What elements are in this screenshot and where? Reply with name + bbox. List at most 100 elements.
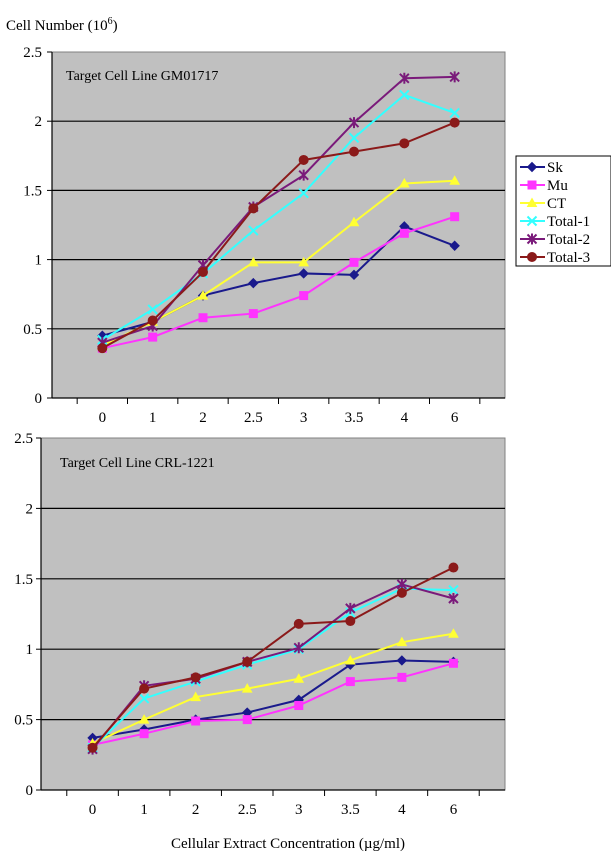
point-top-total-1-3 [248,225,259,236]
series-top-total-2 [97,71,460,349]
point-bot-total-3-4 [293,618,304,629]
y-tick-label-top-1: 1 [35,253,43,269]
point-top-total-2-7 [449,71,460,83]
point-bot-total-3-0 [87,742,98,753]
y-tick-label-bot-0-5: 0.5 [14,713,33,729]
series-top-total-3 [97,117,460,354]
legend-item-ct: CT [520,196,566,212]
point-top-total-3-6 [399,138,410,149]
legend-item-total-2: Total-2 [520,232,590,248]
point-bot-total-2-5 [345,602,356,614]
axes-bottom: 0 0.5 1 1.5 2 2.5 0 1 2 2.5 3 3.5 4 6 [14,431,505,818]
point-top-sk-5 [348,269,360,281]
point-top-total-3-0 [97,343,108,354]
legend-item-total-3: Total-3 [520,250,590,266]
point-top-total-2-6 [399,72,410,84]
series-line-top-total-3 [101,121,456,350]
legend-marker-total-1 [526,215,538,227]
x-tick-label-bot-4: 4 [398,802,406,818]
x-tick-label-bot-3-5: 3.5 [341,802,360,818]
legend-label-mu: Mu [547,178,568,194]
series-line-top-total-2 [102,75,455,344]
point-bot-mu-7 [448,658,458,668]
x-tick-label-bot-1: 1 [140,802,148,818]
series-line-top-total-1 [101,93,456,341]
series-line-top-ct [101,179,455,347]
point-bot-mu-3 [242,715,252,725]
series-line-bot-ct [92,632,454,745]
point-top-total-3-5 [349,146,359,157]
y-tick-label-bot-2: 2 [26,501,34,517]
chart-crl1221: 0 0.5 1 1.5 2 2.5 0 1 2 2.5 3 3.5 4 6 Target Cell Lin… [14,431,506,818]
series-line-bot-total-3 [91,566,454,749]
point-top-total-1-7 [449,107,460,119]
gridlines-bottom [41,507,505,721]
point-top-total-1-6 [399,89,410,101]
point-top-total-3-1 [147,315,158,326]
x-tick-label-top-0: 0 [99,410,107,426]
point-bot-mu-2 [191,716,201,726]
point-bot-ct-6 [396,636,408,647]
x-axis-label: Cellular Extract Concentration (µg/ml) [171,836,405,852]
point-top-ct-6 [398,177,410,188]
point-top-sk-4 [298,268,309,279]
y-tick-label-bot-1: 1 [26,642,34,658]
point-top-total-3-2 [198,267,208,278]
x-tick-label-bot-3: 3 [295,802,303,818]
x-tick-label-top-1: 1 [149,410,157,426]
y-tick-label-bot-1-5: 1.5 [14,572,33,588]
point-top-mu-1 [148,332,158,342]
legend-box [515,155,611,267]
point-bot-total-1-1 [138,693,150,704]
chart-gm01717: 0 0.5 1 1.5 2 2.5 0 1 2 2.5 3 3.5 4 6 Target Cell Lin… [23,45,506,426]
point-top-mu-4 [299,291,309,301]
point-bot-ct-7 [448,628,459,638]
series-line-bot-total-2 [91,583,454,750]
x-tick-label-top-2: 2 [199,410,207,426]
legend-marker-sk [526,161,538,173]
point-top-total-3-4 [298,154,309,165]
point-bot-ct-3 [241,683,253,693]
legend-item-sk: Sk [520,160,563,176]
x-tick-label-top-3-5: 3.5 [345,410,364,426]
point-bot-ct-2 [190,691,202,702]
point-top-ct-3 [247,256,259,267]
legend-marker-total-3 [527,252,537,262]
chart-title-top: Target Cell Line GM01717 [66,69,218,84]
series-bot-total-2 [87,578,459,755]
point-bot-total-2-7 [448,593,459,605]
point-top-total-3-7 [449,117,460,128]
y-tick-label-bot-0: 0 [26,783,34,799]
legend-label-total-2: Total-2 [547,232,590,248]
x-tick-label-bot-2: 2 [192,802,200,818]
point-bot-total-3-5 [345,616,356,627]
x-tick-label-bot-2-5: 2.5 [238,802,257,818]
point-bot-ct-4 [293,673,305,683]
x-tick-label-top-3: 3 [300,410,308,426]
legend-label-ct: CT [547,196,566,212]
point-top-sk-7 [449,240,460,251]
point-top-mu-3 [248,309,258,319]
series-bottom [87,562,459,755]
point-top-total-1-1 [147,304,158,315]
series-bot-ct [87,628,459,748]
chart-title-bottom: Target Cell Line CRL-1221 [60,456,215,471]
y-tick-label-top-0-5: 0.5 [23,322,42,338]
point-top-ct-2 [197,290,209,300]
point-top-ct-5 [348,216,360,227]
point-top-total-2-5 [348,117,360,129]
point-bot-mu-1 [139,729,149,739]
legend-marker-ct [526,197,538,207]
series-top [96,71,461,354]
series-line-bot-total-1 [91,587,454,749]
axes-top: 0 0.5 1 1.5 2 2.5 0 1 2 2.5 3 3.5 4 6 [23,45,505,426]
x-tick-label-top-6: 6 [451,410,459,426]
series-line-top-mu [102,215,455,350]
legend: Sk Mu CT Total-1 Total-2 Total-3 [515,155,611,267]
legend-marker-total-2 [526,233,538,245]
point-bot-total-3-7 [448,562,459,573]
point-bot-total-1-7 [448,584,459,596]
point-bot-sk-6 [396,655,408,666]
point-bot-total-2-4 [293,642,304,654]
